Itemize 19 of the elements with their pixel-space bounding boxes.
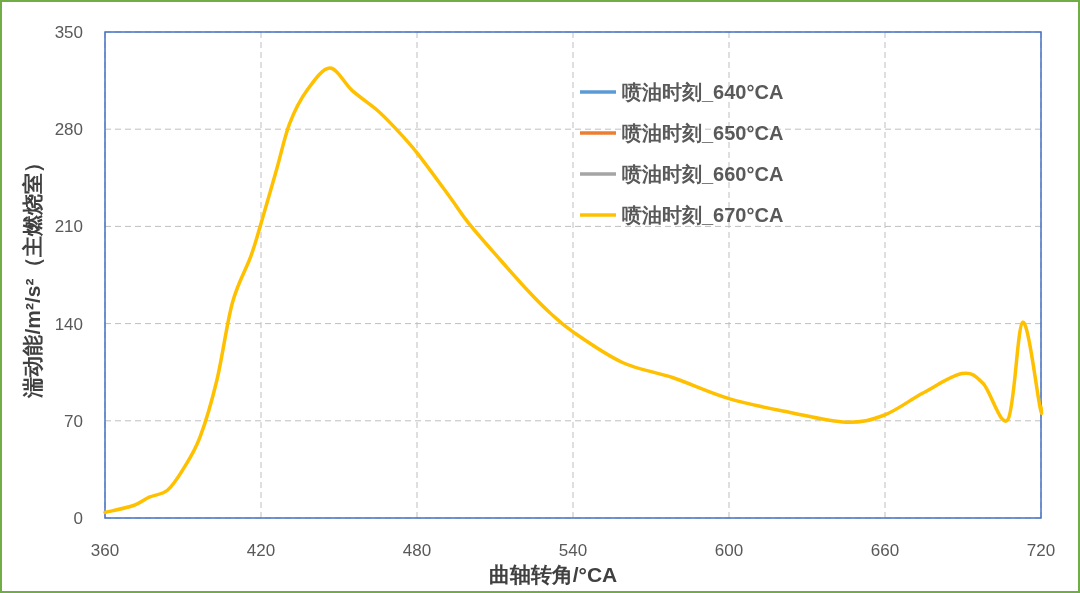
y-tick-label: 0: [73, 509, 83, 528]
legend-label: 喷油时刻_640°CA: [622, 81, 784, 103]
y-axis-title: 湍动能/m²/s²（主燃烧室）: [21, 152, 44, 399]
y-tick-label: 280: [54, 120, 83, 140]
x-axis-title: 曲轴转角/°CA: [488, 563, 618, 586]
y-tick-label: 140: [54, 314, 83, 334]
x-tick-label: 360: [90, 541, 120, 560]
x-tick-label: 660: [870, 541, 900, 560]
x-tick-label: 540: [558, 541, 588, 560]
x-tick-label: 420: [246, 541, 276, 560]
y-tick-label: 350: [54, 23, 83, 42]
x-tick-label: 480: [402, 541, 432, 560]
x-tick-label: 600: [714, 541, 744, 560]
x-tick-label: 720: [1026, 541, 1056, 560]
y-tick-label: 210: [54, 217, 83, 237]
legend-label: 喷油时刻_670°CA: [622, 204, 784, 226]
legend-label: 喷油时刻_650°CA: [622, 122, 784, 144]
legend-label: 喷油时刻_660°CA: [622, 163, 784, 185]
y-tick-label: 70: [64, 411, 83, 431]
